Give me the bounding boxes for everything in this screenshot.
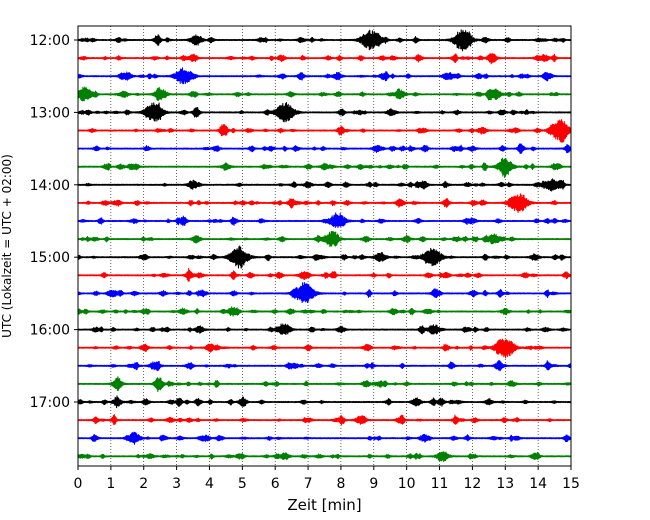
x-tick-label: 11 bbox=[431, 476, 449, 492]
trace-line bbox=[77, 431, 572, 445]
trace-line bbox=[77, 67, 572, 85]
trace-line bbox=[77, 359, 572, 372]
seismogram-traces bbox=[77, 29, 572, 463]
trace-line bbox=[77, 119, 572, 143]
trace-line bbox=[77, 451, 572, 463]
y-tick-label: 12:00 bbox=[30, 33, 70, 49]
x-tick-label: 0 bbox=[74, 476, 83, 492]
x-tick-label: 4 bbox=[205, 476, 214, 492]
y-axis-ticks: 12:00 13:00 14:00 15:00 16:00 17:00 bbox=[30, 33, 78, 411]
trace-line bbox=[77, 86, 572, 102]
trace-line bbox=[77, 395, 572, 409]
x-tick-label: 14 bbox=[529, 476, 547, 492]
x-tick-label: 8 bbox=[336, 476, 345, 492]
trace-line bbox=[77, 212, 572, 228]
x-tick-label: 5 bbox=[238, 476, 247, 492]
trace-line bbox=[77, 268, 572, 282]
trace-line bbox=[77, 306, 572, 317]
y-tick-label: 17:00 bbox=[30, 395, 70, 411]
trace-line bbox=[77, 178, 572, 192]
grid-lines bbox=[110, 26, 539, 466]
trace-line bbox=[77, 53, 572, 65]
x-tick-label: 6 bbox=[271, 476, 280, 492]
x-tick-label: 9 bbox=[369, 476, 378, 492]
y-tick-label: 16:00 bbox=[30, 323, 70, 339]
trace-line bbox=[77, 143, 572, 155]
x-axis-ticks: 0 1 2 3 4 5 6 7 8 9 10 11 12 13 14 15 bbox=[74, 466, 580, 492]
trace-line bbox=[77, 338, 572, 359]
x-tick-label: 12 bbox=[463, 476, 481, 492]
y-axis-label: UTC (Lokalzeit = UTC + 02:00) bbox=[0, 154, 14, 338]
trace-line bbox=[77, 245, 572, 269]
plot-frame bbox=[77, 25, 572, 467]
x-tick-label: 15 bbox=[562, 476, 580, 492]
x-tick-label: 7 bbox=[304, 476, 313, 492]
x-axis-label: Zeit [min] bbox=[287, 496, 361, 514]
y-tick-label: 15:00 bbox=[30, 250, 70, 266]
trace-line bbox=[77, 157, 572, 179]
x-tick-label: 3 bbox=[172, 476, 181, 492]
trace-line bbox=[77, 193, 572, 213]
x-tick-label: 10 bbox=[398, 476, 416, 492]
trace-line bbox=[77, 230, 572, 248]
x-tick-label: 13 bbox=[496, 476, 514, 492]
trace-line bbox=[77, 102, 572, 123]
trace-line bbox=[77, 29, 572, 52]
y-tick-label: 13:00 bbox=[30, 105, 70, 121]
trace-line bbox=[77, 376, 572, 392]
trace-line bbox=[77, 323, 572, 336]
trace-line bbox=[77, 282, 572, 304]
trace-line bbox=[77, 413, 572, 426]
x-tick-label: 1 bbox=[106, 476, 115, 492]
x-tick-label: 2 bbox=[139, 476, 148, 492]
y-tick-label: 14:00 bbox=[30, 178, 70, 194]
